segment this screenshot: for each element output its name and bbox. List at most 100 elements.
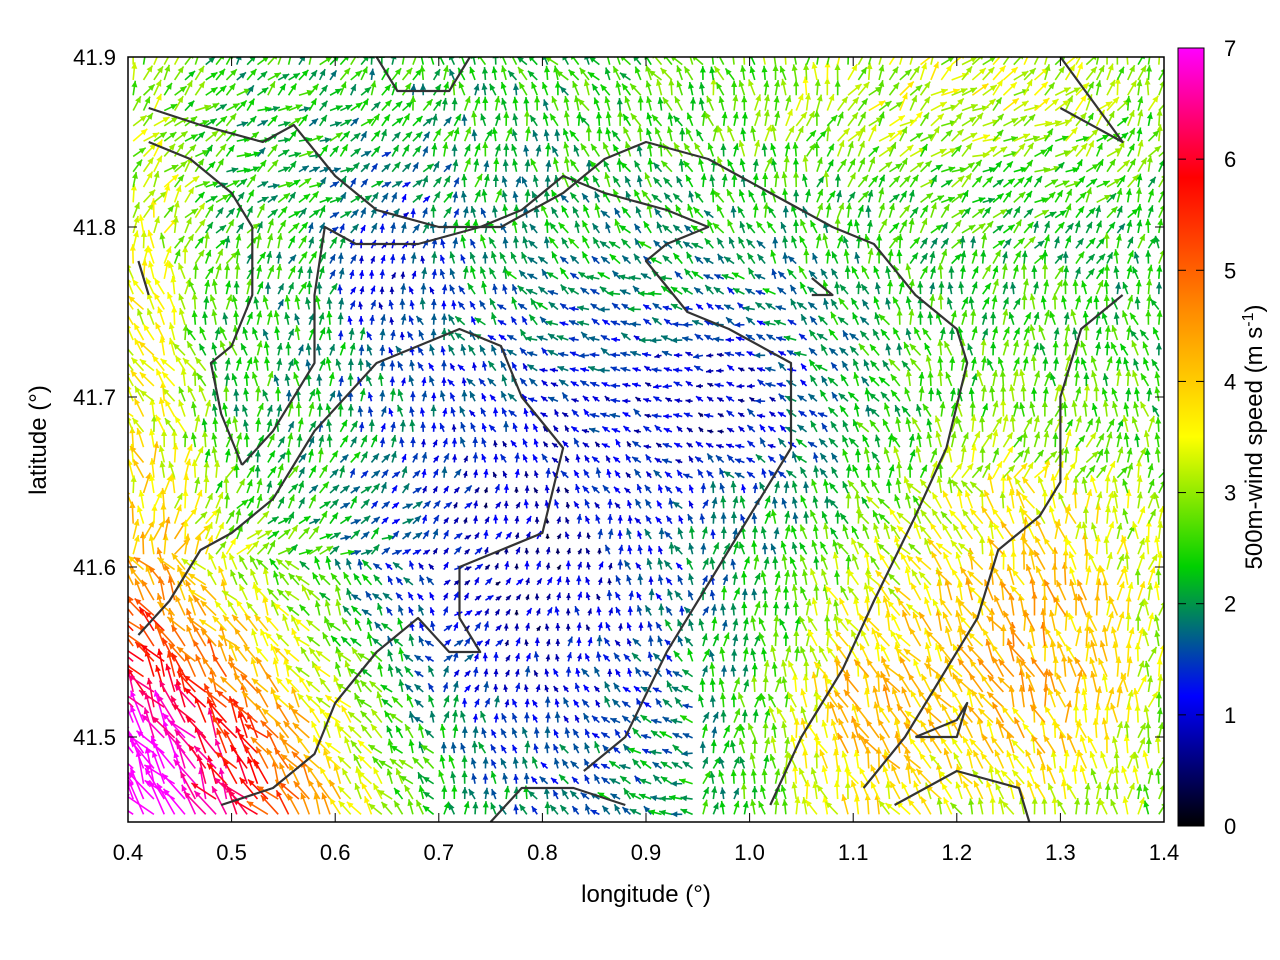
wind-arrow	[1075, 221, 1081, 233]
wind-arrow	[330, 146, 339, 156]
wind-arrow	[965, 490, 972, 508]
wind-arrow	[783, 481, 789, 493]
wind-arrow	[398, 679, 404, 692]
wind-arrow	[630, 321, 641, 327]
wind-arrow	[875, 435, 881, 447]
wind-arrow	[388, 576, 393, 585]
wind-arrow	[465, 485, 472, 493]
wind-arrow	[154, 94, 162, 111]
wind-arrow	[912, 418, 920, 432]
wind-arrow	[526, 289, 537, 295]
wind-arrow	[570, 367, 579, 372]
wind-arrow	[339, 466, 345, 478]
wind-arrow	[873, 329, 879, 340]
wind-arrow	[627, 441, 631, 447]
wind-arrow	[889, 67, 898, 80]
wind-arrow	[1107, 432, 1113, 447]
wind-arrow	[893, 297, 900, 310]
wind-arrow	[988, 675, 1004, 692]
wind-arrow	[420, 256, 425, 264]
wind-arrow	[1074, 371, 1080, 386]
wind-arrow	[1091, 370, 1097, 386]
wind-arrow	[643, 426, 651, 432]
wind-arrow	[910, 207, 918, 217]
wind-arrow	[563, 441, 569, 447]
wind-arrow	[635, 397, 640, 402]
wind-arrow	[392, 181, 402, 187]
wind-arrow	[987, 359, 993, 371]
wind-arrow	[258, 148, 266, 157]
wind-arrow	[1024, 340, 1030, 356]
wind-arrow	[583, 486, 589, 493]
wind-arrow	[538, 257, 547, 264]
wind-arrow	[616, 575, 621, 584]
wind-arrow	[216, 522, 224, 539]
wind-arrow	[883, 664, 900, 677]
wind-arrow	[937, 370, 943, 386]
wind-arrow	[434, 100, 442, 111]
wind-arrow	[355, 618, 361, 631]
wind-arrow	[831, 299, 837, 309]
wind-arrow	[779, 619, 785, 631]
wind-arrow	[719, 647, 725, 661]
wind-arrow	[1040, 343, 1046, 355]
wind-arrow	[1154, 387, 1160, 402]
wind-arrow	[923, 404, 931, 417]
wind-arrow	[931, 114, 944, 126]
wind-arrow	[382, 517, 389, 523]
wind-arrow	[545, 624, 550, 631]
wind-arrow	[743, 801, 749, 814]
wind-arrow	[1067, 784, 1076, 799]
wind-arrow	[648, 576, 653, 584]
wind-arrow	[810, 646, 817, 662]
wind-arrow	[461, 114, 467, 125]
wind-arrow	[570, 160, 578, 172]
wind-arrow	[687, 443, 693, 448]
wind-arrow	[428, 695, 434, 707]
wind-arrow	[835, 511, 841, 524]
wind-arrow	[1086, 179, 1097, 187]
wind-arrow	[814, 751, 820, 768]
wind-arrow	[757, 241, 765, 249]
wind-arrow	[562, 759, 568, 768]
wind-arrow	[633, 759, 641, 769]
wind-arrow	[340, 211, 351, 217]
wind-arrow	[553, 669, 558, 677]
wind-arrow	[921, 253, 928, 263]
wind-arrow	[329, 372, 335, 386]
wind-arrow	[450, 393, 455, 402]
wind-arrow	[932, 509, 941, 524]
wind-arrow	[829, 483, 837, 493]
wind-arrow	[952, 569, 962, 585]
wind-arrow	[443, 562, 448, 569]
wind-arrow	[309, 70, 317, 80]
wind-arrow	[1012, 707, 1024, 722]
wind-arrow	[475, 548, 482, 555]
wind-arrow	[154, 293, 164, 309]
wind-arrow	[794, 647, 800, 662]
wind-arrow	[1044, 235, 1050, 249]
wind-arrow	[952, 254, 962, 264]
wind-arrow	[792, 481, 798, 493]
wind-arrow	[598, 272, 610, 278]
wind-arrow	[858, 98, 867, 110]
wind-arrow	[826, 598, 832, 616]
wind-arrow	[654, 177, 662, 187]
wind-arrow	[824, 78, 830, 96]
wind-arrow	[608, 529, 614, 539]
wind-arrow	[992, 508, 1003, 523]
wind-arrow	[1147, 265, 1153, 279]
wind-arrow	[740, 128, 746, 141]
wind-arrow	[440, 269, 445, 279]
wind-arrow	[750, 753, 756, 769]
wind-arrow	[897, 309, 903, 325]
wind-arrow	[361, 87, 371, 95]
wind-arrow	[673, 413, 682, 418]
wind-arrow	[1107, 207, 1117, 218]
wind-arrow	[848, 64, 857, 80]
wind-arrow	[633, 55, 641, 65]
wind-arrow	[371, 484, 379, 493]
wind-arrow	[1033, 343, 1039, 356]
wind-arrow	[648, 636, 654, 646]
wind-arrow	[389, 347, 394, 355]
